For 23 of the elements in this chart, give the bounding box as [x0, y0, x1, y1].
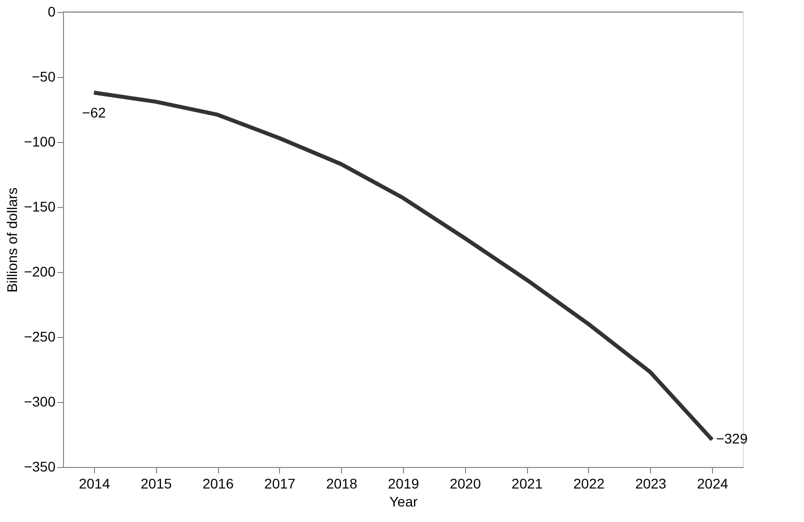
y-tick-label: −250 [24, 328, 56, 344]
data-label: −62 [82, 104, 106, 121]
x-tick-label: 2015 [140, 476, 172, 492]
y-tick-label: −300 [24, 394, 56, 410]
x-tick-label: 2021 [512, 476, 543, 492]
x-tick-label: 2018 [326, 476, 358, 492]
x-tick-label: 2017 [264, 476, 296, 492]
x-tick-label: 2024 [697, 476, 728, 492]
y-tick-label: −150 [24, 198, 56, 214]
x-tick-label: 2023 [635, 476, 667, 492]
x-tick-label: 2016 [202, 476, 234, 492]
y-tick-label: 0 [48, 4, 56, 20]
data-label: −329 [716, 430, 748, 447]
y-tick-label: −50 [32, 68, 56, 84]
x-tick-label: 2014 [78, 476, 110, 492]
y-tick-label: −200 [24, 264, 56, 280]
x-tick-label: 2020 [450, 476, 482, 492]
x-tick-label: 2019 [388, 476, 420, 492]
y-axis-title: Billions of dollars [4, 187, 20, 293]
y-tick-label: −350 [24, 458, 56, 474]
y-tick-label: −100 [24, 134, 56, 150]
x-tick-label: 2022 [573, 476, 605, 492]
x-axis-title: Year [389, 494, 418, 510]
